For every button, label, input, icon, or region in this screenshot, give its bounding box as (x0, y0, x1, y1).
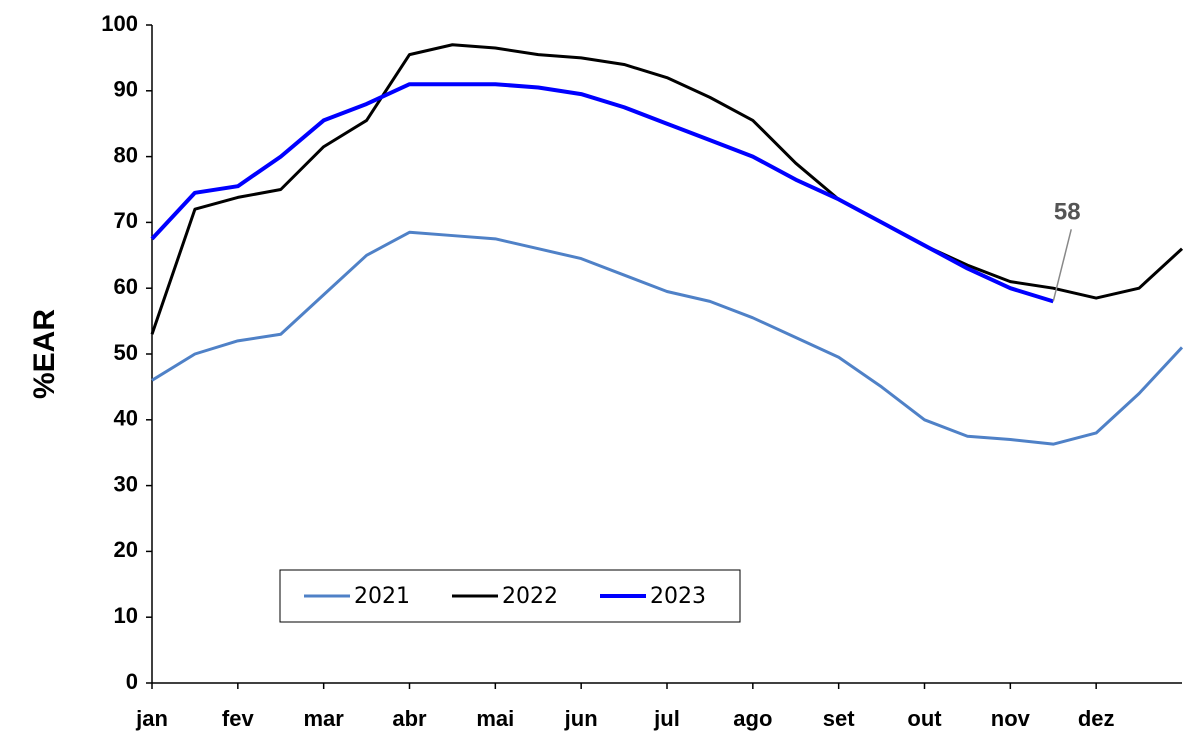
y-tick-label: 20 (114, 537, 138, 562)
legend-label: 2023 (650, 584, 706, 609)
line-2022 (150, 43, 1183, 335)
y-tick-label: 40 (114, 406, 138, 431)
x-tick-label: nov (991, 706, 1031, 731)
x-tick-label: jun (564, 706, 598, 731)
x-tick-label: abr (392, 706, 427, 731)
x-tick-label: mar (303, 706, 344, 731)
y-tick-label: 0 (126, 669, 138, 694)
x-tick-label: set (823, 706, 855, 731)
line-2021 (151, 230, 1183, 446)
legend-box (279, 569, 741, 623)
annotation-leader (1052, 229, 1072, 302)
y-tick-label: 30 (114, 471, 138, 496)
y-tick-label: 10 (114, 603, 138, 628)
x-tick-label: dez (1078, 706, 1115, 731)
y-tick-label: 80 (114, 142, 138, 167)
x-tick-label: out (907, 706, 942, 731)
y-tick-label: 70 (114, 208, 138, 233)
y-axis-label: %EAR (28, 309, 61, 399)
x-tick-label: ago (733, 706, 772, 731)
x-tick-label: jul (653, 706, 680, 731)
y-tick-label: 100 (101, 11, 138, 36)
y-tick-label: 90 (114, 77, 138, 102)
x-tick-label: jan (135, 706, 168, 731)
y-tick-label: 60 (114, 274, 138, 299)
y-tick-label: 50 (114, 340, 138, 365)
legend-label: 2021 (354, 584, 410, 609)
x-tick-label: fev (222, 706, 255, 731)
annotation: 58 (1054, 199, 1081, 226)
x-tick-label: mai (476, 706, 514, 731)
line-2023 (150, 82, 1054, 304)
legend-label: 2022 (502, 584, 558, 609)
